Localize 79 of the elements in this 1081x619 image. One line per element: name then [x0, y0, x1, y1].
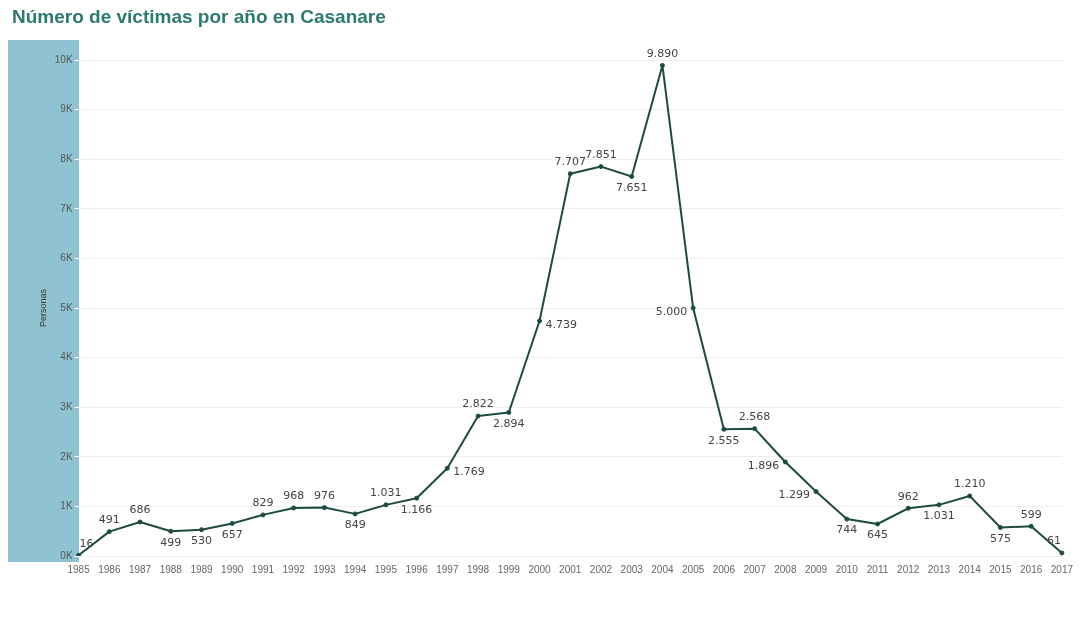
y-tick-label: 4K [60, 351, 73, 363]
x-tick-label: 2011 [866, 563, 889, 575]
chart-title: Número de víctimas por año en Casanare [12, 6, 386, 28]
x-tick-label: 1999 [497, 563, 521, 575]
x-tick-label: 2007 [743, 563, 767, 575]
x-tick-label: 2005 [682, 563, 705, 575]
data-label: 744 [836, 523, 858, 537]
x-tick-label: 1990 [221, 563, 244, 575]
x-tick-label: 1998 [466, 563, 490, 575]
data-label: 962 [897, 489, 919, 503]
data-label: 2.894 [493, 416, 525, 430]
y-tick-label: 1K [60, 500, 73, 512]
x-tick-label: 2012 [897, 563, 920, 575]
data-label: 1.031 [923, 509, 955, 523]
x-tick-label: 1985 [67, 563, 91, 575]
y-tick-label: 9K [60, 103, 73, 115]
x-tick-label: 1987 [128, 563, 152, 575]
x-tick-label: 2006 [712, 563, 736, 575]
x-tick-label: 1991 [251, 563, 275, 575]
data-label: 530 [191, 534, 212, 548]
data-label: 1.210 [953, 477, 986, 491]
data-label: 9.890 [646, 46, 679, 60]
x-tick-label: 1993 [313, 563, 336, 575]
x-tick-label: 1992 [282, 563, 306, 575]
x-tick-label: 1994 [344, 563, 367, 575]
y-tick-label: 10K [54, 53, 73, 65]
data-label: 2.568 [738, 409, 771, 423]
data-label: 7.651 [615, 180, 648, 194]
x-tick-label: 2001 [559, 563, 582, 575]
x-tick-label: 2009 [804, 563, 828, 575]
y-tick-label: 5K [60, 301, 73, 313]
y-tick-label: 6K [60, 252, 73, 264]
data-label: 829 [252, 496, 274, 510]
x-tick-label: 2013 [927, 563, 951, 575]
x-tick-label: 2014 [958, 563, 982, 575]
x-tick-label: 2015 [989, 563, 1012, 575]
y-tick-label: 2K [60, 450, 73, 462]
data-label: 5.000 [655, 304, 688, 318]
y-tick-label: 3K [60, 400, 73, 412]
data-label: 575 [989, 531, 1011, 545]
data-label: 61 [1046, 534, 1061, 548]
data-label: 491 [98, 513, 120, 527]
x-tick-label: 2003 [620, 563, 644, 575]
data-label: 968 [283, 489, 305, 503]
data-label: 1.896 [747, 458, 780, 472]
data-label: 7.707 [554, 155, 586, 169]
x-tick-label: 2000 [528, 563, 552, 575]
data-label: 1.166 [400, 502, 433, 516]
y-tick-label: 0K [60, 549, 73, 561]
data-label: 849 [344, 518, 366, 532]
x-tick-label: 2002 [589, 563, 613, 575]
data-label: 2.555 [708, 433, 740, 447]
x-tick-label: 2010 [835, 563, 859, 575]
data-label: 499 [160, 535, 182, 549]
data-label: 1.769 [453, 465, 485, 479]
x-tick-label: 1988 [159, 563, 183, 575]
x-tick-label: 1986 [98, 563, 121, 575]
data-label: 657 [221, 527, 243, 541]
y-tick-label: 8K [60, 152, 73, 164]
data-label: 599 [1020, 507, 1042, 521]
y-tick-label: 7K [60, 202, 73, 214]
data-label: 686 [129, 503, 151, 517]
x-tick-label: 1997 [436, 563, 459, 575]
data-label: 2.822 [462, 397, 494, 411]
x-tick-label: 1995 [374, 563, 398, 575]
x-tick-label: 2016 [1020, 563, 1043, 575]
x-tick-label: 1989 [190, 563, 214, 575]
data-label: 976 [313, 488, 335, 502]
data-label: 1.031 [370, 486, 402, 500]
x-tick-label: 2017 [1050, 563, 1074, 575]
data-label: 645 [867, 528, 889, 542]
data-label: 1.299 [778, 488, 811, 502]
x-tick-label: 1996 [405, 563, 429, 575]
data-label: 4.739 [545, 317, 578, 331]
x-tick-label: 2004 [651, 563, 674, 575]
data-label: 7.851 [585, 147, 617, 161]
x-tick-label: 2008 [774, 563, 797, 575]
data-label: 16 [79, 536, 94, 550]
y-axis-title: Personas [37, 288, 48, 328]
